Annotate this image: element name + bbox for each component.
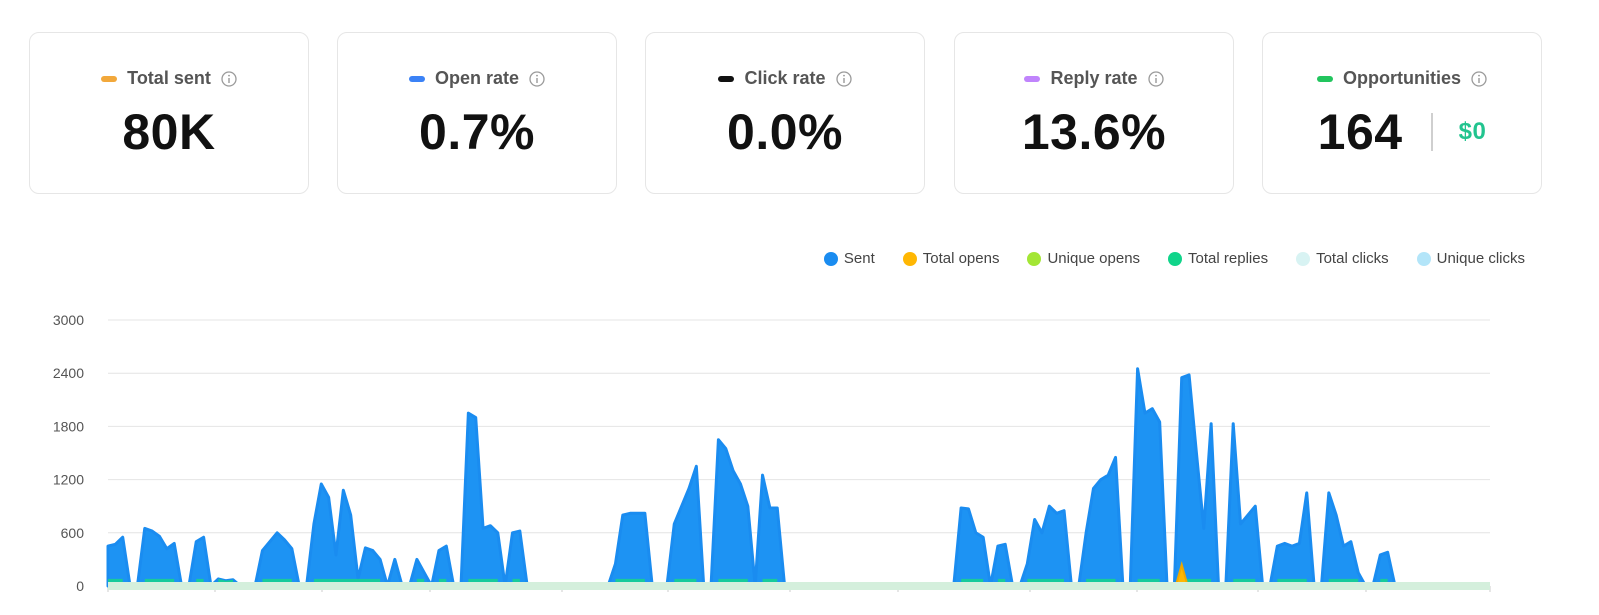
info-icon[interactable]: [221, 70, 237, 87]
stat-card-header: Click rate: [646, 68, 924, 89]
stat-value: 13.6%: [1021, 104, 1167, 160]
stat-value: 80K: [122, 104, 216, 160]
legend-label: Unique opens: [1047, 250, 1141, 267]
legend-label: Unique clicks: [1436, 250, 1525, 267]
sent-area: [106, 367, 1397, 588]
info-icon[interactable]: [529, 70, 545, 87]
chart-legend: Sent Total opens Unique opens Total repl…: [796, 250, 1525, 267]
legend-item-total-opens[interactable]: Total opens: [902, 250, 1000, 267]
stat-value: 0.0%: [727, 104, 843, 160]
value-divider: [1430, 113, 1433, 151]
stat-card-header: Reply rate: [955, 68, 1233, 89]
info-icon[interactable]: [1147, 70, 1164, 87]
legend-dot: [1168, 251, 1183, 266]
stat-card-opportunities[interactable]: Opportunities 164 $0: [1262, 32, 1542, 194]
legend-item-total-replies[interactable]: Total replies: [1168, 250, 1268, 267]
legend-label: Total opens: [922, 250, 1000, 267]
stat-card-header: Total sent: [30, 68, 308, 89]
activity-chart[interactable]: 0 600 1200 1800 2400 3000: [0, 290, 1599, 610]
stat-value: 0.7%: [419, 104, 535, 160]
legend-item-unique-opens[interactable]: Unique opens: [1027, 250, 1140, 267]
legend-label: Sent: [843, 250, 875, 267]
y-tick-label: 2400: [53, 365, 84, 381]
y-tick-label: 1200: [53, 472, 84, 488]
total-sent-swatch: [101, 75, 118, 82]
y-tick-label: 0: [76, 578, 84, 594]
opportunities-money: $0: [1458, 118, 1487, 145]
legend-label: Total replies: [1188, 250, 1269, 267]
stat-label: Open rate: [434, 68, 520, 88]
legend-dot: [1416, 251, 1431, 266]
opportunities-value-row: 164 $0: [1263, 103, 1541, 161]
y-tick-label: 600: [61, 525, 85, 541]
info-icon[interactable]: [1471, 70, 1487, 87]
baseline-band: [108, 582, 1490, 590]
y-tick-label: 3000: [53, 312, 84, 328]
stat-label: Click rate: [744, 68, 826, 88]
stat-label: Total sent: [127, 68, 211, 88]
legend-label: Total clicks: [1316, 250, 1389, 267]
legend-dot: [902, 251, 917, 266]
legend-dot: [1027, 251, 1042, 266]
info-icon[interactable]: [835, 70, 852, 87]
stat-card-header: Opportunities: [1263, 68, 1541, 89]
legend-item-total-clicks[interactable]: Total clicks: [1296, 250, 1389, 267]
stat-label: Reply rate: [1050, 68, 1138, 88]
y-tick-label: 1800: [53, 418, 84, 434]
stat-card-open-rate[interactable]: Open rate 0.7%: [337, 32, 617, 194]
stat-card-total-sent[interactable]: Total sent 80K: [29, 32, 309, 194]
stats-row: Total sent 80K Open rate 0.7% Click rate: [0, 0, 1599, 210]
stat-card-header: Open rate: [338, 68, 616, 89]
chart-svg: 0 600 1200 1800 2400 3000: [53, 312, 1491, 594]
stat-value: 164: [1317, 104, 1403, 160]
stat-card-reply-rate[interactable]: Reply rate 13.6%: [954, 32, 1234, 194]
open-rate-swatch: [408, 75, 425, 82]
opportunities-swatch: [1317, 75, 1333, 82]
reply-rate-swatch: [1024, 75, 1041, 82]
stat-label: Opportunities: [1343, 68, 1461, 88]
legend-dot: [823, 251, 838, 266]
legend-dot: [1296, 251, 1311, 266]
stat-card-click-rate[interactable]: Click rate 0.0%: [645, 32, 925, 194]
click-rate-swatch: [718, 75, 735, 82]
legend-item-unique-clicks[interactable]: Unique clicks: [1416, 250, 1525, 267]
legend-item-sent[interactable]: Sent: [823, 250, 875, 267]
